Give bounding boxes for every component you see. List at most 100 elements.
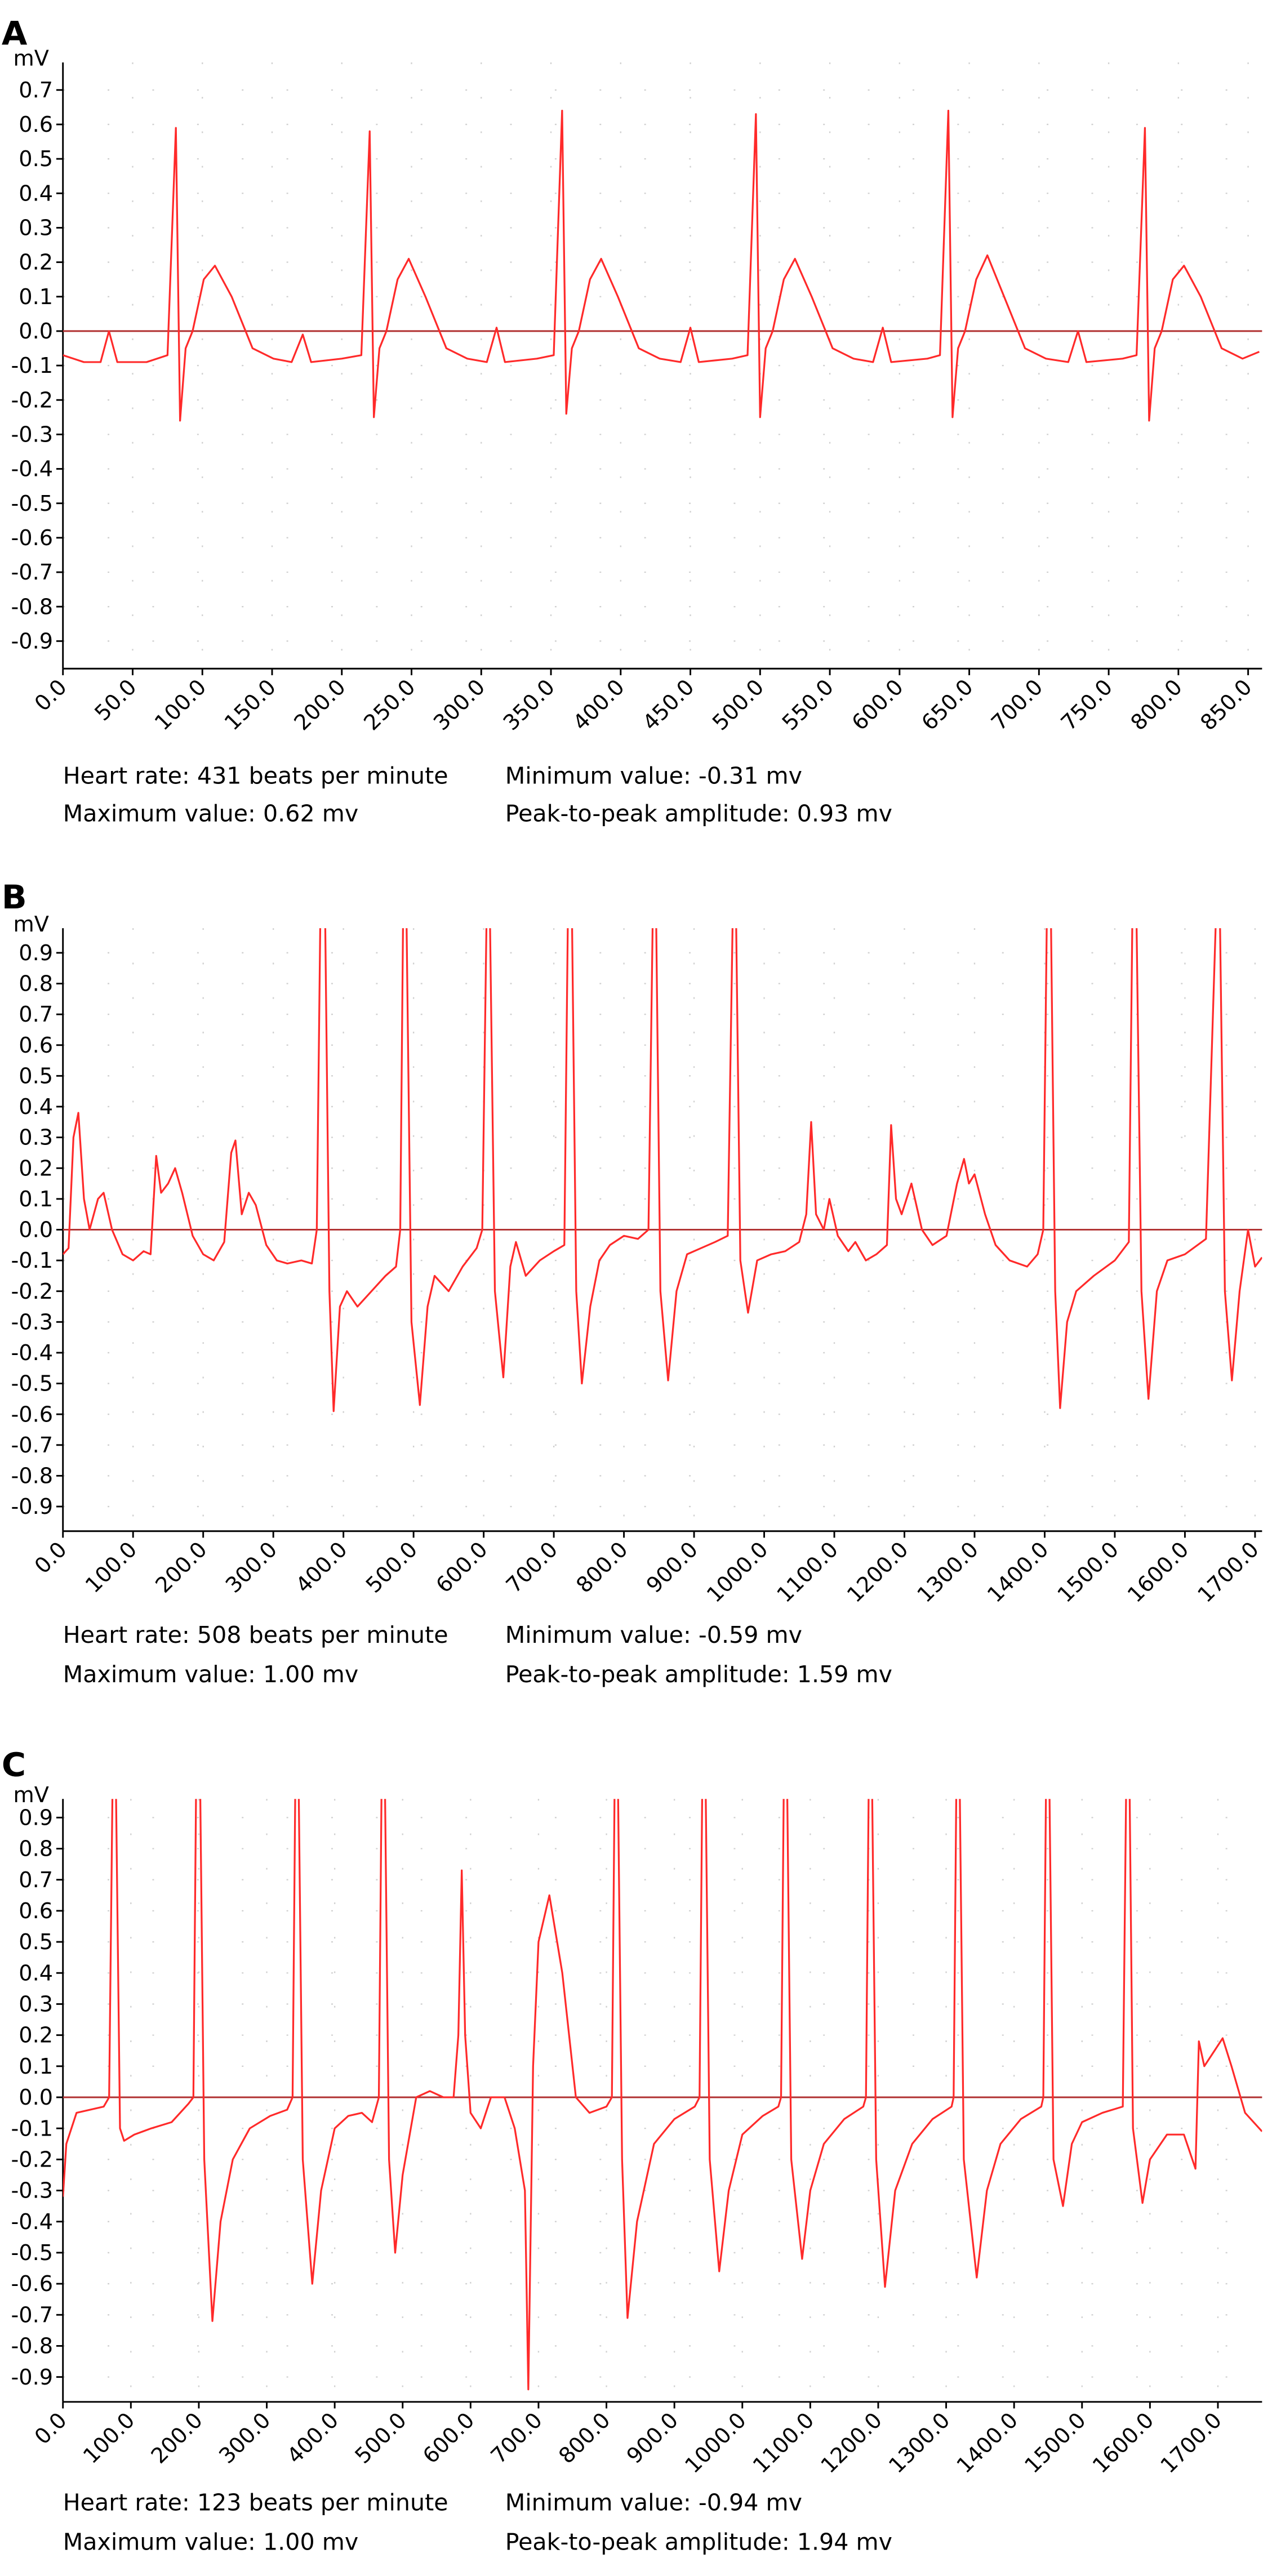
x-tick-label: 750.0	[1056, 675, 1118, 736]
y-tick-label: 0.3	[19, 1992, 53, 2017]
y-axis-label: mV	[14, 1782, 49, 1807]
x-tick-label: 300.0	[214, 2408, 275, 2468]
x-tick-label: 150.0	[220, 675, 281, 736]
y-tick-label: 0.1	[19, 284, 53, 309]
y-tick-label: -0.8	[11, 594, 54, 619]
x-tick-label: 1300.0	[912, 1537, 983, 1607]
y-tick-label: -0.8	[11, 2334, 54, 2359]
x-tick-label: 1400.0	[982, 1537, 1053, 1607]
y-tick-label: -0.1	[11, 2116, 54, 2141]
x-tick-label: 550.0	[777, 675, 839, 736]
x-tick-label: 300.0	[429, 675, 490, 736]
x-tick-label: 250.0	[359, 675, 420, 736]
y-tick-label: 0.0	[19, 319, 53, 344]
y-tick-label: 0.2	[19, 250, 53, 275]
y-tick-label: 0.7	[19, 1002, 53, 1027]
stat-text: Minimum value: -0.31 mv	[505, 763, 802, 790]
y-tick-label: -0.9	[11, 2365, 54, 2390]
y-tick-label: -0.2	[11, 387, 54, 412]
x-tick-label: 800.0	[1126, 675, 1187, 736]
x-tick-label: 1600.0	[1088, 2408, 1159, 2478]
x-tick-label: 100.0	[78, 2408, 140, 2468]
y-tick-label: -0.2	[11, 2147, 54, 2172]
stat-text: Minimum value: -0.94 mv	[505, 2489, 802, 2516]
x-tick-label: 500.0	[361, 1537, 422, 1598]
stat-text: Peak-to-peak amplitude: 0.93 mv	[505, 800, 892, 827]
x-tick-label: 400.0	[291, 1537, 352, 1598]
y-tick-label: 0.1	[19, 2054, 53, 2079]
y-tick-label: -0.2	[11, 1279, 54, 1304]
y-tick-label: -0.4	[11, 2209, 54, 2234]
stat-text: Peak-to-peak amplitude: 1.59 mv	[505, 1661, 892, 1688]
x-tick-label: 1500.0	[1020, 2408, 1091, 2478]
y-tick-label: 0.7	[19, 1868, 53, 1892]
ecg-trace	[63, 928, 1262, 1412]
stat-text: Maximum value: 1.00 mv	[63, 1661, 358, 1688]
y-tick-label: -0.1	[11, 1248, 54, 1273]
x-tick-label: 1300.0	[884, 2408, 955, 2478]
y-tick-label: -0.4	[11, 1340, 54, 1365]
x-tick-label: 900.0	[642, 1537, 703, 1598]
x-tick-label: 1100.0	[772, 1537, 843, 1607]
y-tick-label: -0.7	[11, 560, 54, 585]
y-tick-label: -0.9	[11, 1494, 54, 1519]
x-tick-label: 650.0	[917, 675, 978, 736]
x-tick-label: 900.0	[622, 2408, 683, 2468]
x-tick-label: 200.0	[289, 675, 350, 736]
y-tick-label: 0.7	[19, 78, 53, 102]
x-tick-label: 100.0	[81, 1537, 142, 1598]
x-tick-label: 1600.0	[1123, 1537, 1194, 1607]
x-tick-label: 600.0	[847, 675, 908, 736]
x-tick-label: 400.0	[282, 2408, 344, 2468]
panel-letter: A	[2, 14, 28, 52]
y-tick-label: -0.7	[11, 1433, 54, 1458]
y-tick-label: 0.6	[19, 112, 53, 137]
panel-letter: B	[2, 878, 27, 916]
x-tick-label: 400.0	[568, 675, 629, 736]
y-tick-label: -0.3	[11, 422, 54, 447]
x-tick-label: 1400.0	[952, 2408, 1023, 2478]
stat-text: Peak-to-peak amplitude: 1.94 mv	[505, 2528, 892, 2555]
y-tick-label: -0.6	[11, 1402, 54, 1427]
x-tick-label: 1100.0	[748, 2408, 819, 2478]
x-tick-label: 1500.0	[1052, 1537, 1123, 1607]
x-tick-label: 800.0	[554, 2408, 615, 2468]
y-tick-label: 0.0	[19, 1218, 53, 1242]
x-tick-label: 100.0	[150, 675, 211, 736]
x-tick-label: 1000.0	[702, 1537, 773, 1607]
y-tick-label: 0.2	[19, 1156, 53, 1180]
y-tick-label: 0.5	[19, 1929, 53, 1954]
y-tick-label: -0.5	[11, 2240, 54, 2265]
x-tick-label: 300.0	[221, 1537, 282, 1598]
y-tick-label: 0.3	[19, 1125, 53, 1150]
y-tick-label: 0.0	[19, 2085, 53, 2110]
y-tick-label: 0.2	[19, 2023, 53, 2048]
y-tick-label: -0.6	[11, 525, 54, 550]
y-tick-label: -0.9	[11, 629, 54, 654]
x-tick-label: 200.0	[150, 1537, 212, 1598]
panel-letter: C	[2, 1746, 26, 1784]
x-tick-label: 1700.0	[1193, 1537, 1264, 1607]
y-tick-label: 0.8	[19, 1837, 53, 1861]
y-tick-label: -0.5	[11, 491, 54, 516]
x-tick-label: 700.0	[986, 675, 1048, 736]
x-tick-label: 200.0	[146, 2408, 208, 2468]
ecg-trace	[63, 109, 1260, 422]
y-axis-label: mV	[14, 46, 49, 71]
y-tick-label: -0.6	[11, 2271, 54, 2296]
stat-text: Minimum value: -0.59 mv	[505, 1621, 802, 1648]
y-tick-label: 0.9	[19, 941, 53, 965]
y-tick-label: -0.4	[11, 457, 54, 482]
y-tick-label: 0.6	[19, 1033, 53, 1058]
x-tick-label: 0.0	[30, 2408, 72, 2449]
stat-text: Heart rate: 508 beats per minute	[63, 1621, 448, 1648]
y-tick-label: 0.1	[19, 1187, 53, 1211]
x-tick-label: 700.0	[501, 1537, 563, 1598]
y-tick-label: 0.3	[19, 216, 53, 240]
y-axis-label: mV	[14, 912, 49, 937]
y-tick-label: -0.3	[11, 2178, 54, 2203]
x-tick-label: 700.0	[486, 2408, 548, 2468]
y-tick-label: -0.8	[11, 1464, 54, 1488]
x-tick-label: 1000.0	[680, 2408, 751, 2478]
